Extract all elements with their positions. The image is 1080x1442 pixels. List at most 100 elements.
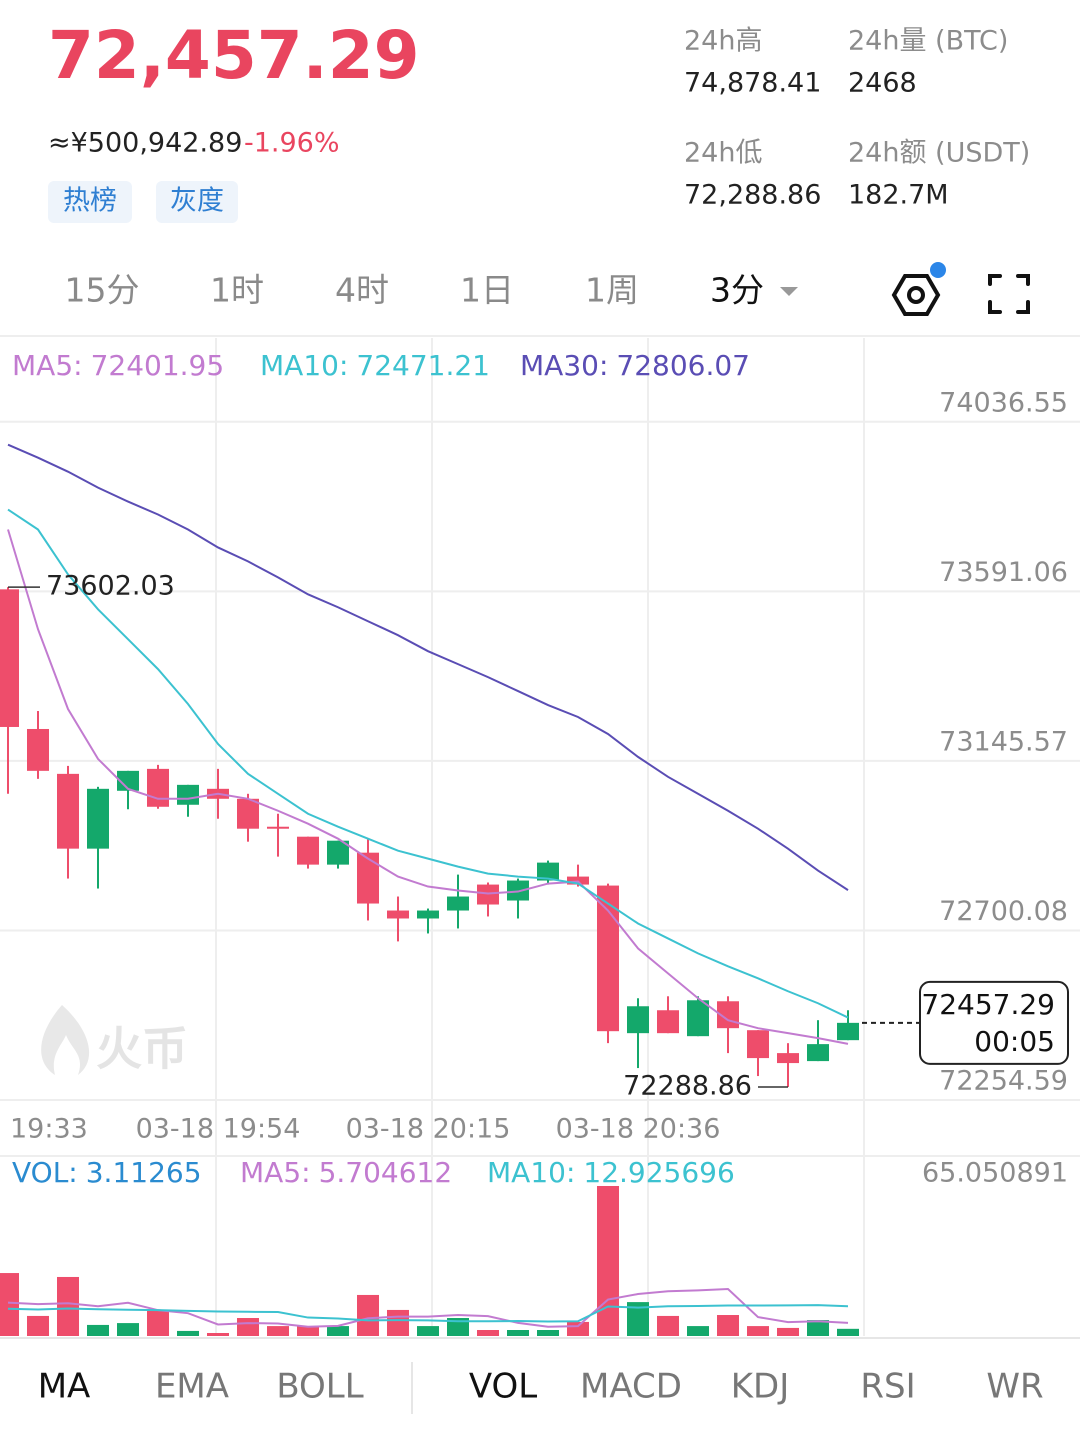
watermark-logo — [41, 1005, 90, 1075]
candle-body — [657, 1010, 679, 1034]
volume-bar — [627, 1302, 649, 1336]
indicator-tab[interactable]: BOLL — [276, 1367, 363, 1407]
candle-body — [27, 728, 49, 771]
countdown: 00:05 — [974, 1025, 1055, 1058]
last-price: 72,457.29 — [48, 17, 420, 94]
volume-bar — [0, 1273, 19, 1336]
legend-value: 3.11265 — [86, 1156, 202, 1189]
cny-price: ≈¥500,942.89 — [48, 128, 242, 159]
high-label: 73602.03 — [46, 571, 175, 602]
stat-value: 182.7M — [848, 180, 949, 211]
x-tick-label: 19:33 — [10, 1114, 88, 1145]
volume-bar — [87, 1324, 109, 1336]
volume-bar — [27, 1315, 49, 1336]
candle-body — [327, 840, 349, 865]
tag-bg — [156, 181, 238, 223]
candle-body — [147, 768, 169, 807]
ma-line — [7, 508, 849, 1019]
legend-name: MA30: — [520, 349, 608, 382]
legend-name: MA10: — [260, 349, 348, 382]
legend-value: 72471.21 — [356, 349, 490, 382]
candle-body — [117, 770, 139, 791]
timeframe-tab[interactable]: 4时 — [335, 271, 389, 310]
indicator-tab[interactable]: EMA — [155, 1367, 229, 1407]
y-tick-label: 65.050891 — [922, 1158, 1068, 1189]
legend-value: 72401.95 — [91, 349, 225, 382]
volume-bar — [567, 1321, 589, 1336]
tag[interactable]: 灰度 — [170, 186, 224, 217]
volume-bar — [327, 1326, 349, 1336]
ma-line — [7, 443, 849, 891]
y-tick-label: 74036.55 — [939, 387, 1068, 418]
candle-body — [0, 589, 19, 727]
timeframe-tab[interactable]: 3分 — [710, 271, 764, 310]
indicator-tab[interactable]: KDJ — [731, 1367, 790, 1407]
candle-body — [597, 885, 619, 1032]
watermark: 火币 — [96, 1022, 188, 1076]
volume-bar — [537, 1330, 559, 1336]
stat-value: 74,878.41 — [684, 68, 821, 99]
timeframe-tab[interactable]: 1周 — [585, 271, 639, 310]
change: -1.96% — [244, 128, 340, 159]
candle-body — [687, 1000, 709, 1037]
volume-bar — [477, 1330, 499, 1336]
settings-icon[interactable] — [891, 274, 941, 316]
dropdown-arrow[interactable] — [780, 287, 798, 296]
candle-body — [537, 862, 559, 881]
volume-bar — [507, 1330, 529, 1336]
candle-body — [777, 1053, 799, 1064]
volume-bar — [747, 1326, 769, 1336]
tag-bg — [48, 181, 132, 223]
y-tick-label: 72254.59 — [939, 1066, 1068, 1097]
legend-entry: MA10: 72471.21 — [260, 349, 490, 382]
y-tick-label: 73591.06 — [939, 557, 1068, 588]
timeframe-tab[interactable]: 1日 — [460, 271, 514, 310]
candle-body — [417, 910, 439, 919]
tag[interactable]: 热榜 — [63, 186, 117, 217]
indicator-tab[interactable]: RSI — [860, 1367, 915, 1407]
volume-bar — [417, 1326, 439, 1336]
fullscreen-icon[interactable] — [988, 274, 1030, 314]
ma-line — [7, 529, 849, 1045]
timeframe-tab[interactable]: 1时 — [210, 271, 264, 310]
legend-name: VOL: — [12, 1156, 78, 1189]
volume-bar — [657, 1315, 679, 1336]
legend-value: 12.925696 — [583, 1156, 734, 1189]
volume-bar — [297, 1326, 319, 1336]
volume-bar — [687, 1326, 709, 1336]
legend-name: MA5: — [12, 349, 83, 382]
stat-value: 72,288.86 — [684, 180, 821, 211]
indicator-tab[interactable]: WR — [986, 1367, 1043, 1407]
volume-bar — [357, 1294, 379, 1336]
candle-body — [747, 1030, 769, 1059]
legend-entry: VOL: 3.11265 — [12, 1156, 202, 1189]
volume-bar — [717, 1315, 739, 1336]
legend-value: 72806.07 — [616, 349, 750, 382]
stat-label: 24h额 (USDT) — [848, 138, 1030, 169]
x-tick-label: 03-18 20:36 — [556, 1114, 721, 1145]
timeframe-tab[interactable]: 15分 — [65, 271, 140, 310]
candle-body — [57, 773, 79, 849]
candle-body — [297, 836, 319, 865]
candle-body — [267, 826, 289, 829]
volume-bar — [597, 1186, 619, 1336]
candle-body — [87, 788, 109, 849]
legend-name: MA10: — [487, 1156, 575, 1189]
candle-body — [177, 784, 199, 805]
candle-body — [447, 896, 469, 911]
notice-dot — [930, 262, 946, 278]
volume-bar — [57, 1276, 79, 1336]
volume-bar — [447, 1318, 469, 1336]
volume-bar — [837, 1328, 859, 1336]
stat-label: 24h高 — [684, 26, 762, 57]
price-tag — [919, 980, 1069, 1065]
indicator-tab[interactable]: VOL — [469, 1367, 537, 1407]
indicator-tab[interactable]: MACD — [580, 1367, 682, 1407]
candle-body — [837, 1022, 859, 1041]
volume-bar — [777, 1327, 799, 1336]
stat-label: 24h量 (BTC) — [848, 26, 1008, 57]
low-label: 72288.86 — [623, 1070, 752, 1101]
legend-entry: MA10: 12.925696 — [487, 1156, 735, 1189]
indicator-tab[interactable]: MA — [38, 1367, 91, 1407]
volume-bar — [237, 1318, 259, 1336]
